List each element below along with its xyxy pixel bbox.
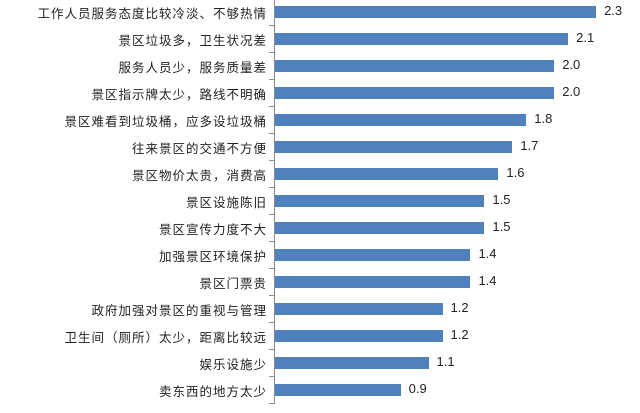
bar-row: 景区宣传力度不大 1.5 (0, 215, 640, 242)
category-label: 加强景区环境保护 (158, 249, 267, 264)
category-label: 景区物价太贵，消费高 (131, 168, 267, 183)
value-label: 1.8 (534, 111, 553, 126)
axis-tick (269, 52, 274, 53)
axis-tick (269, 295, 274, 296)
axis-tick (269, 106, 274, 107)
bar (275, 384, 401, 396)
category-label: 景区指示牌太少，路线不明确 (91, 87, 267, 102)
axis-tick (269, 160, 274, 161)
bar (275, 330, 443, 342)
category-label: 往来景区的交通不方便 (131, 141, 267, 156)
bar-row: 加强景区环境保护 1.4 (0, 242, 640, 269)
bar (275, 276, 471, 288)
value-label: 1.5 (492, 192, 511, 207)
bar-row: 往来景区的交通不方便 1.7 (0, 134, 640, 161)
bar-row: 服务人员少，服务质量差 2.0 (0, 53, 640, 80)
bar-row: 景区门票贵 1.4 (0, 269, 640, 296)
axis-tick (269, 268, 274, 269)
axis-tick (269, 403, 274, 404)
axis-tick (269, 349, 274, 350)
category-axis (274, 0, 275, 404)
value-label: 1.7 (520, 138, 539, 153)
bar (275, 60, 555, 72)
bar (275, 87, 555, 99)
bar (275, 357, 429, 369)
value-label: 1.2 (450, 327, 469, 342)
value-label: 1.4 (478, 273, 497, 288)
value-label: 1.4 (478, 246, 497, 261)
bar (275, 141, 513, 153)
bar (275, 303, 443, 315)
value-label: 1.6 (506, 165, 525, 180)
bar (275, 222, 485, 234)
bar-row: 卫生间（厕所）太少，距离比较远 1.2 (0, 323, 640, 350)
bar-row: 景区难看到垃圾桶，应多设垃圾桶 1.8 (0, 107, 640, 134)
category-label: 卫生间（厕所）太少，距离比较远 (64, 330, 267, 345)
category-label: 景区宣传力度不大 (158, 222, 267, 237)
bar (275, 249, 471, 261)
bar-row: 景区垃圾多，卫生状况差 2.1 (0, 26, 640, 53)
category-label: 服务人员少，服务质量差 (118, 60, 267, 75)
value-label: 2.0 (562, 57, 581, 72)
category-label: 景区门票贵 (199, 276, 267, 291)
bar-row: 娱乐设施少 1.1 (0, 350, 640, 377)
category-label: 娱乐设施少 (199, 357, 267, 372)
axis-tick (269, 214, 274, 215)
category-label: 政府加强对景区的重视与管理 (91, 303, 267, 318)
bar (275, 114, 527, 126)
axis-tick (269, 322, 274, 323)
bar-row: 卖东西的地方太少 0.9 (0, 377, 640, 404)
bar (275, 6, 597, 18)
axis-tick (269, 79, 274, 80)
category-label: 卖东西的地方太少 (158, 384, 267, 399)
category-label: 景区难看到垃圾桶，应多设垃圾桶 (64, 114, 267, 129)
bar (275, 168, 499, 180)
value-label: 1.2 (450, 300, 469, 315)
bar-row: 政府加强对景区的重视与管理 1.2 (0, 296, 640, 323)
bar-row: 景区设施陈旧 1.5 (0, 188, 640, 215)
bar (275, 33, 569, 45)
axis-tick (269, 376, 274, 377)
value-label: 2.1 (576, 30, 595, 45)
value-label: 0.9 (408, 381, 427, 396)
bar-row: 工作人员服务态度比较冷淡、不够热情 2.3 (0, 0, 640, 26)
bar-row: 景区物价太贵，消费高 1.6 (0, 161, 640, 188)
category-label: 景区垃圾多，卫生状况差 (118, 33, 267, 48)
value-label: 2.3 (604, 3, 623, 18)
axis-tick (269, 187, 274, 188)
axis-tick (269, 25, 274, 26)
value-label: 1.5 (492, 219, 511, 234)
category-label: 景区设施陈旧 (185, 195, 267, 210)
bar (275, 195, 485, 207)
axis-tick (269, 241, 274, 242)
bar-row: 景区指示牌太少，路线不明确 2.0 (0, 80, 640, 107)
value-label: 2.0 (562, 84, 581, 99)
value-label: 1.1 (436, 354, 455, 369)
category-label: 工作人员服务态度比较冷淡、不够热情 (37, 6, 267, 21)
axis-tick (269, 133, 274, 134)
